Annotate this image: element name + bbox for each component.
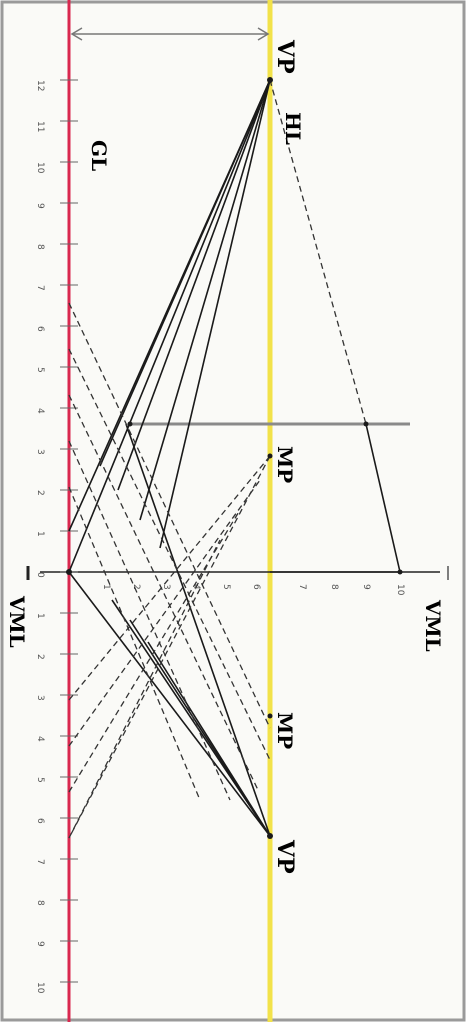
scale-num: 7	[35, 859, 45, 865]
scale-num: 3	[35, 449, 45, 455]
scale-num: 11	[35, 121, 45, 132]
ground-scale	[60, 79, 78, 983]
scale-num: 6	[35, 818, 45, 824]
scale-num: 7	[35, 285, 45, 291]
vml-num: 7	[297, 584, 307, 590]
scale-num: 4	[35, 408, 45, 414]
label-vml-left: VML	[5, 595, 29, 648]
scale-num: 6	[35, 326, 45, 332]
vml-num: 6	[251, 584, 261, 590]
scale-num: 9	[35, 203, 45, 209]
label-hl: HL	[281, 112, 305, 145]
vml-num: 10	[395, 584, 405, 596]
label-gl: GL	[87, 140, 111, 171]
scale-num: 4	[35, 736, 45, 742]
scale-num: 5	[35, 777, 45, 783]
scale-num: 9	[35, 941, 45, 947]
scale-num: 3	[35, 695, 45, 701]
scale-num: 2	[35, 654, 45, 660]
scale-num: 10	[35, 982, 45, 994]
scale-num: 10	[35, 162, 45, 174]
left-scale-numbers: 12 11 10 9 8 7 6 5 4 3 2 1 0 1 2 3 4 5 6…	[35, 80, 45, 994]
dashed-guides	[68, 79, 367, 839]
scale-num: 1	[35, 531, 45, 537]
vml-num: 5	[221, 584, 231, 590]
scale-num: 2	[35, 490, 45, 496]
vml-num: 3	[161, 584, 171, 590]
label-mp-bottom: MP	[273, 712, 297, 749]
scale-num: 8	[35, 244, 45, 250]
scale-num: 5	[35, 367, 45, 373]
elevation-outline	[270, 423, 401, 573]
point-markers	[66, 77, 403, 839]
vanishing-lines	[68, 79, 271, 837]
vml-num: 9	[361, 584, 371, 590]
label-vp-bottom: VP	[272, 839, 298, 874]
height-dimension-arrow	[70, 27, 270, 41]
label-vp-top: VP	[272, 39, 298, 74]
vml-num: 8	[329, 584, 339, 590]
scale-num: 1	[35, 613, 45, 619]
scale-num: 8	[35, 900, 45, 906]
scale-num: 0	[35, 572, 45, 578]
label-vml-right: VML	[421, 599, 445, 652]
scale-num: 12	[35, 80, 45, 91]
label-mp-top: MP	[273, 446, 297, 483]
vml-num: 2	[131, 584, 141, 590]
vml-num: 1	[101, 584, 111, 590]
